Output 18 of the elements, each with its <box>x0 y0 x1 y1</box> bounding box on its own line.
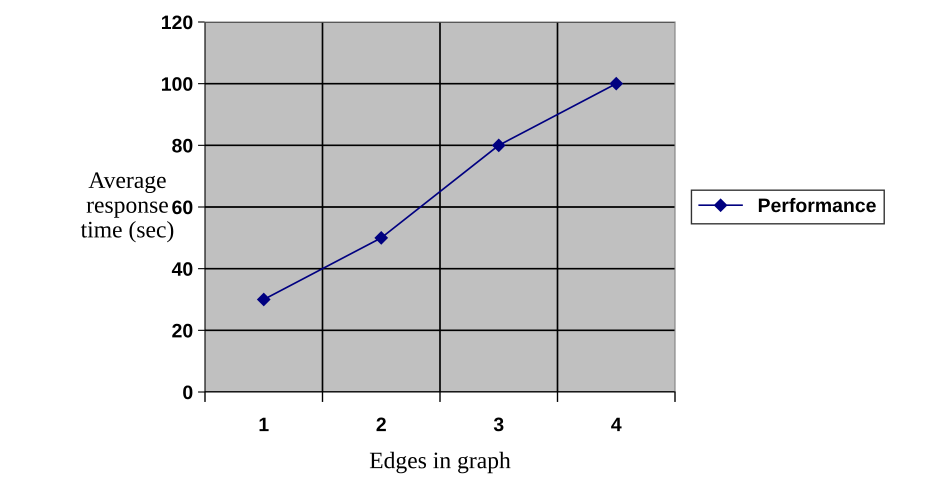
y-tick-label: 20 <box>172 324 192 338</box>
x-tick-label: 1 <box>260 418 269 432</box>
x-axis-title: Edges in graph <box>370 452 511 474</box>
y-tick-label: 60 <box>172 200 192 214</box>
y-axis-title: Average response time (sec) <box>80 172 174 242</box>
y-tick-label: 100 <box>162 77 192 91</box>
legend-label: Performance <box>758 198 876 212</box>
x-tick-label: 2 <box>376 418 386 432</box>
x-tick-label: 4 <box>611 418 622 432</box>
point <box>257 292 270 306</box>
point <box>492 138 506 152</box>
y-tick-label: 80 <box>172 138 192 153</box>
point <box>374 231 388 244</box>
y-tick-label: 120 <box>162 15 192 30</box>
y-tick-label: 0 <box>183 385 192 400</box>
y-tick-label: 40 <box>172 262 192 276</box>
point <box>610 77 623 90</box>
x-tick-label: 3 <box>494 418 504 432</box>
